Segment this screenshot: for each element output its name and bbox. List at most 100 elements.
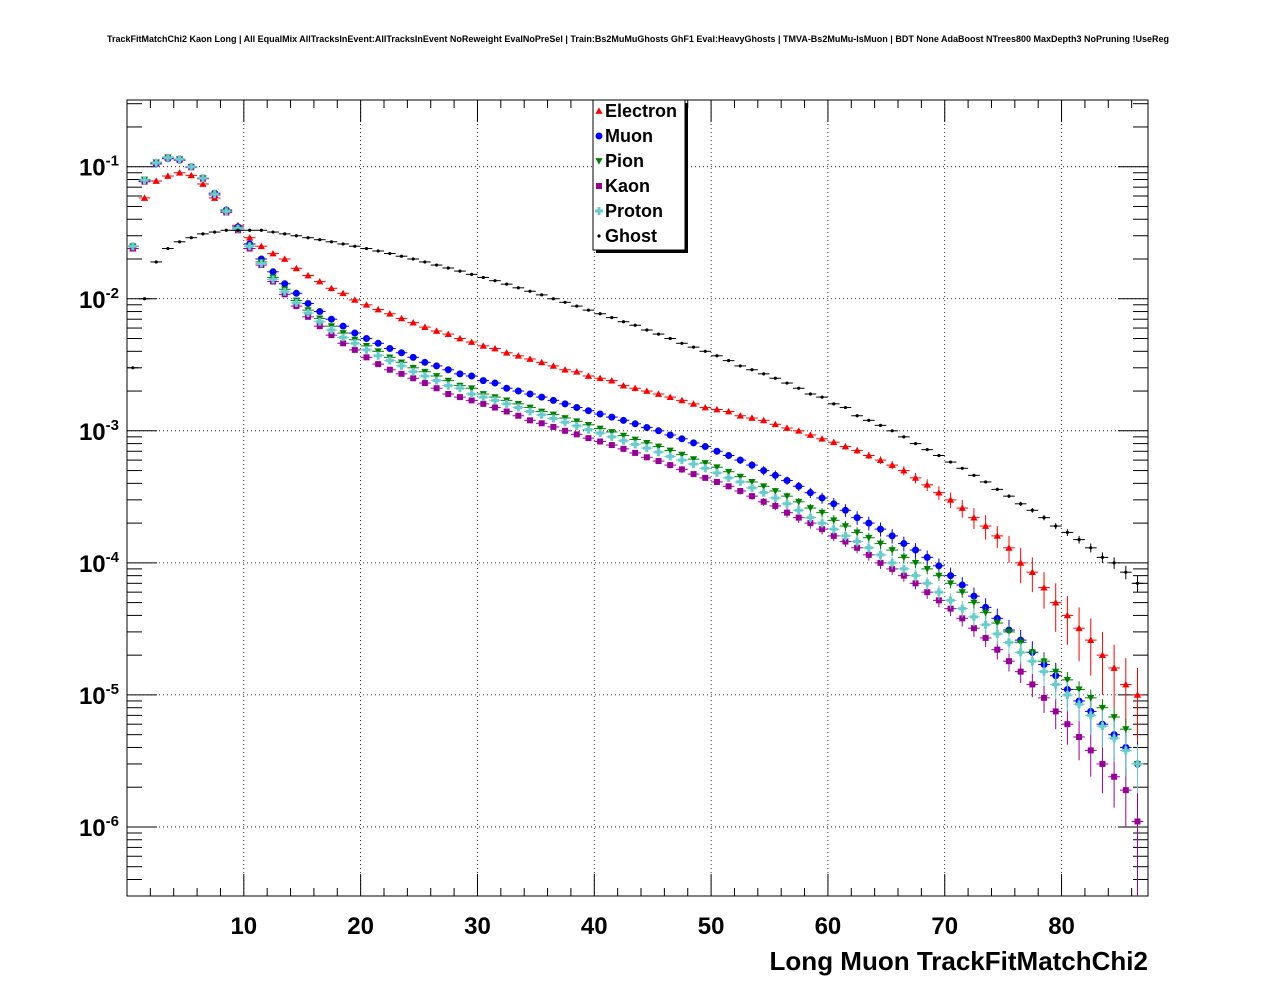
- data-point: [631, 436, 639, 444]
- data-point: [1063, 611, 1071, 619]
- data-point: [573, 404, 581, 412]
- data-point: [795, 514, 802, 521]
- data-point: [619, 432, 628, 440]
- data-point: [785, 381, 789, 385]
- data-point: [876, 550, 885, 559]
- data-point: [410, 375, 417, 382]
- data-point: [596, 410, 604, 418]
- data-point: [327, 315, 335, 323]
- data-point: [420, 372, 429, 381]
- data-point: [374, 305, 382, 313]
- data-point: [411, 257, 415, 261]
- data-point: [490, 396, 499, 405]
- data-point: [269, 249, 277, 257]
- data-point: [1040, 667, 1049, 676]
- legend-marker: [596, 183, 602, 189]
- x-tick-label: 10: [230, 913, 257, 940]
- data-point: [865, 451, 873, 459]
- data-point: [680, 341, 684, 345]
- data-point: [854, 544, 861, 551]
- data-point: [573, 418, 581, 425]
- data-point: [1110, 734, 1119, 743]
- data-point: [877, 559, 884, 566]
- legend: Electron Muon Pion Kaon Proton Ghost: [592, 99, 688, 253]
- data-point: [678, 451, 686, 459]
- data-point: [818, 435, 826, 442]
- data-point: [166, 246, 170, 251]
- data-point: [819, 526, 826, 533]
- data-point: [737, 488, 744, 495]
- data-point: [503, 349, 511, 356]
- data-point: [563, 300, 567, 304]
- data-point: [376, 249, 380, 253]
- y-tick-label: 10-2: [79, 285, 119, 314]
- data-point: [572, 421, 581, 430]
- data-point: [865, 534, 873, 542]
- data-point: [806, 489, 814, 497]
- data-point: [853, 529, 861, 537]
- legend-marker: [595, 158, 603, 165]
- data-point: [561, 418, 570, 427]
- data-point: [797, 386, 801, 390]
- data-point: [304, 300, 312, 308]
- data-point: [421, 358, 429, 366]
- x-tick-label: 30: [464, 913, 491, 940]
- data-point: [526, 407, 535, 416]
- data-point: [958, 504, 966, 511]
- data-point: [1087, 636, 1095, 643]
- data-point: [1122, 787, 1129, 794]
- data-point: [1004, 638, 1013, 647]
- data-point: [388, 251, 392, 256]
- data-point: [773, 376, 777, 380]
- data-point: [982, 634, 989, 641]
- data-point: [432, 327, 441, 334]
- data-point: [398, 349, 406, 357]
- data-point: [444, 330, 452, 337]
- data-point: [386, 366, 393, 373]
- data-point: [794, 506, 803, 515]
- data-point: [855, 414, 859, 418]
- data-point: [283, 232, 287, 236]
- data-point: [712, 468, 721, 477]
- data-point: [715, 354, 719, 358]
- data-point: [187, 162, 196, 171]
- data-point: [1087, 747, 1094, 754]
- data-point: [409, 367, 418, 376]
- data-point: [339, 322, 347, 330]
- data-point: [1133, 691, 1142, 698]
- data-point: [678, 435, 686, 443]
- y-tick-exponent: -3: [106, 417, 119, 434]
- data-point: [747, 483, 756, 492]
- data-point: [596, 429, 605, 438]
- data-point: [890, 429, 894, 433]
- data-point: [619, 436, 628, 445]
- data-point: [900, 554, 908, 561]
- data-point: [364, 246, 369, 251]
- data-point: [514, 403, 523, 412]
- data-point: [479, 393, 488, 402]
- data-point: [292, 298, 301, 307]
- data-point: [246, 234, 254, 241]
- data-point: [294, 234, 298, 238]
- data-point: [458, 269, 462, 273]
- data-point: [643, 423, 651, 431]
- data-point: [970, 599, 978, 607]
- data-point: [727, 359, 731, 363]
- data-point: [280, 287, 289, 296]
- legend-label: Electron: [605, 101, 677, 121]
- data-point: [878, 423, 883, 427]
- data-point: [853, 514, 861, 522]
- data-point: [421, 323, 429, 330]
- data-point: [516, 286, 520, 290]
- data-point: [1122, 680, 1130, 688]
- data-point: [481, 275, 485, 280]
- y-tick-exponent: -2: [106, 285, 119, 302]
- data-point: [947, 572, 955, 580]
- data-point: [667, 462, 674, 469]
- data-point: [690, 439, 698, 447]
- data-point: [935, 597, 942, 604]
- data-point: [958, 589, 966, 596]
- data-point: [1005, 629, 1013, 636]
- data-point: [537, 410, 546, 419]
- data-point: [444, 377, 452, 385]
